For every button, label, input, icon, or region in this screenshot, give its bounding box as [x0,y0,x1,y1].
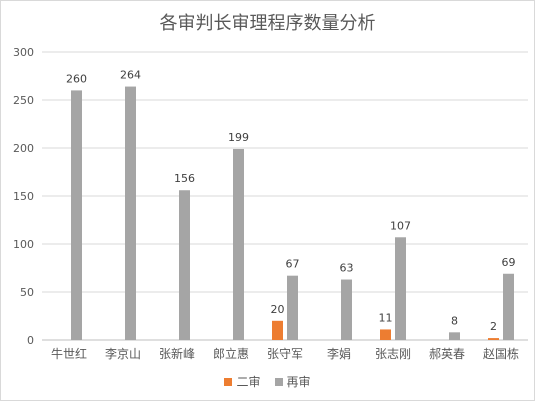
legend-item-second-instance: 二审 [224,373,261,390]
data-label: 156 [174,172,195,185]
x-tick-label: 张志刚 [375,347,411,361]
legend: 二审 再审 [1,373,534,390]
legend-item-retrial: 再审 [274,373,311,390]
x-tick-label: 李京山 [105,346,141,361]
x-tick-label: 张新峰 [159,346,195,361]
legend-label-second-instance: 二审 [236,375,261,389]
y-tick-label: 300 [13,46,34,59]
bar-second-instance [488,338,499,340]
data-label: 67 [286,258,300,271]
data-label: 2 [490,320,497,333]
y-tick-label: 150 [13,190,34,203]
y-tick-label: 200 [13,142,34,155]
data-label: 199 [228,131,249,144]
data-label: 8 [451,314,458,327]
bar-retrial [341,279,352,340]
bar-second-instance [380,329,391,340]
x-tick-label: 张守军 [267,347,303,361]
data-label: 69 [502,256,516,269]
data-label: 107 [390,219,411,232]
bar-retrial [287,275,298,340]
data-label: 20 [271,303,285,316]
bar-retrial [449,332,460,340]
bar-retrial [125,86,136,340]
y-tick-label: 250 [13,94,34,107]
x-tick-label: 李娟 [327,346,351,361]
bar-retrial [503,273,514,340]
y-tick-label: 0 [27,334,34,347]
x-tick-label: 郎立惠 [213,346,249,361]
y-tick-label: 50 [20,286,34,299]
bar-retrial [395,237,406,340]
data-label: 11 [379,311,393,324]
data-label: 260 [66,72,87,85]
x-tick-label: 赵国栋 [483,346,519,361]
legend-label-retrial: 再审 [286,375,311,389]
bar-second-instance [272,320,283,340]
chart-title: 各审判长审理程序数量分析 [159,13,376,34]
data-label: 63 [340,262,354,275]
x-tick-label: 牛世红 [51,346,87,361]
x-tick-label: 郝英春 [429,347,465,361]
bar-retrial [71,90,82,341]
bar-retrial [233,148,244,340]
bar-retrial [179,190,190,340]
data-label: 264 [120,69,141,82]
legend-swatch-second-instance [224,377,233,386]
legend-swatch-retrial [274,377,283,386]
y-tick-label: 100 [13,238,34,251]
